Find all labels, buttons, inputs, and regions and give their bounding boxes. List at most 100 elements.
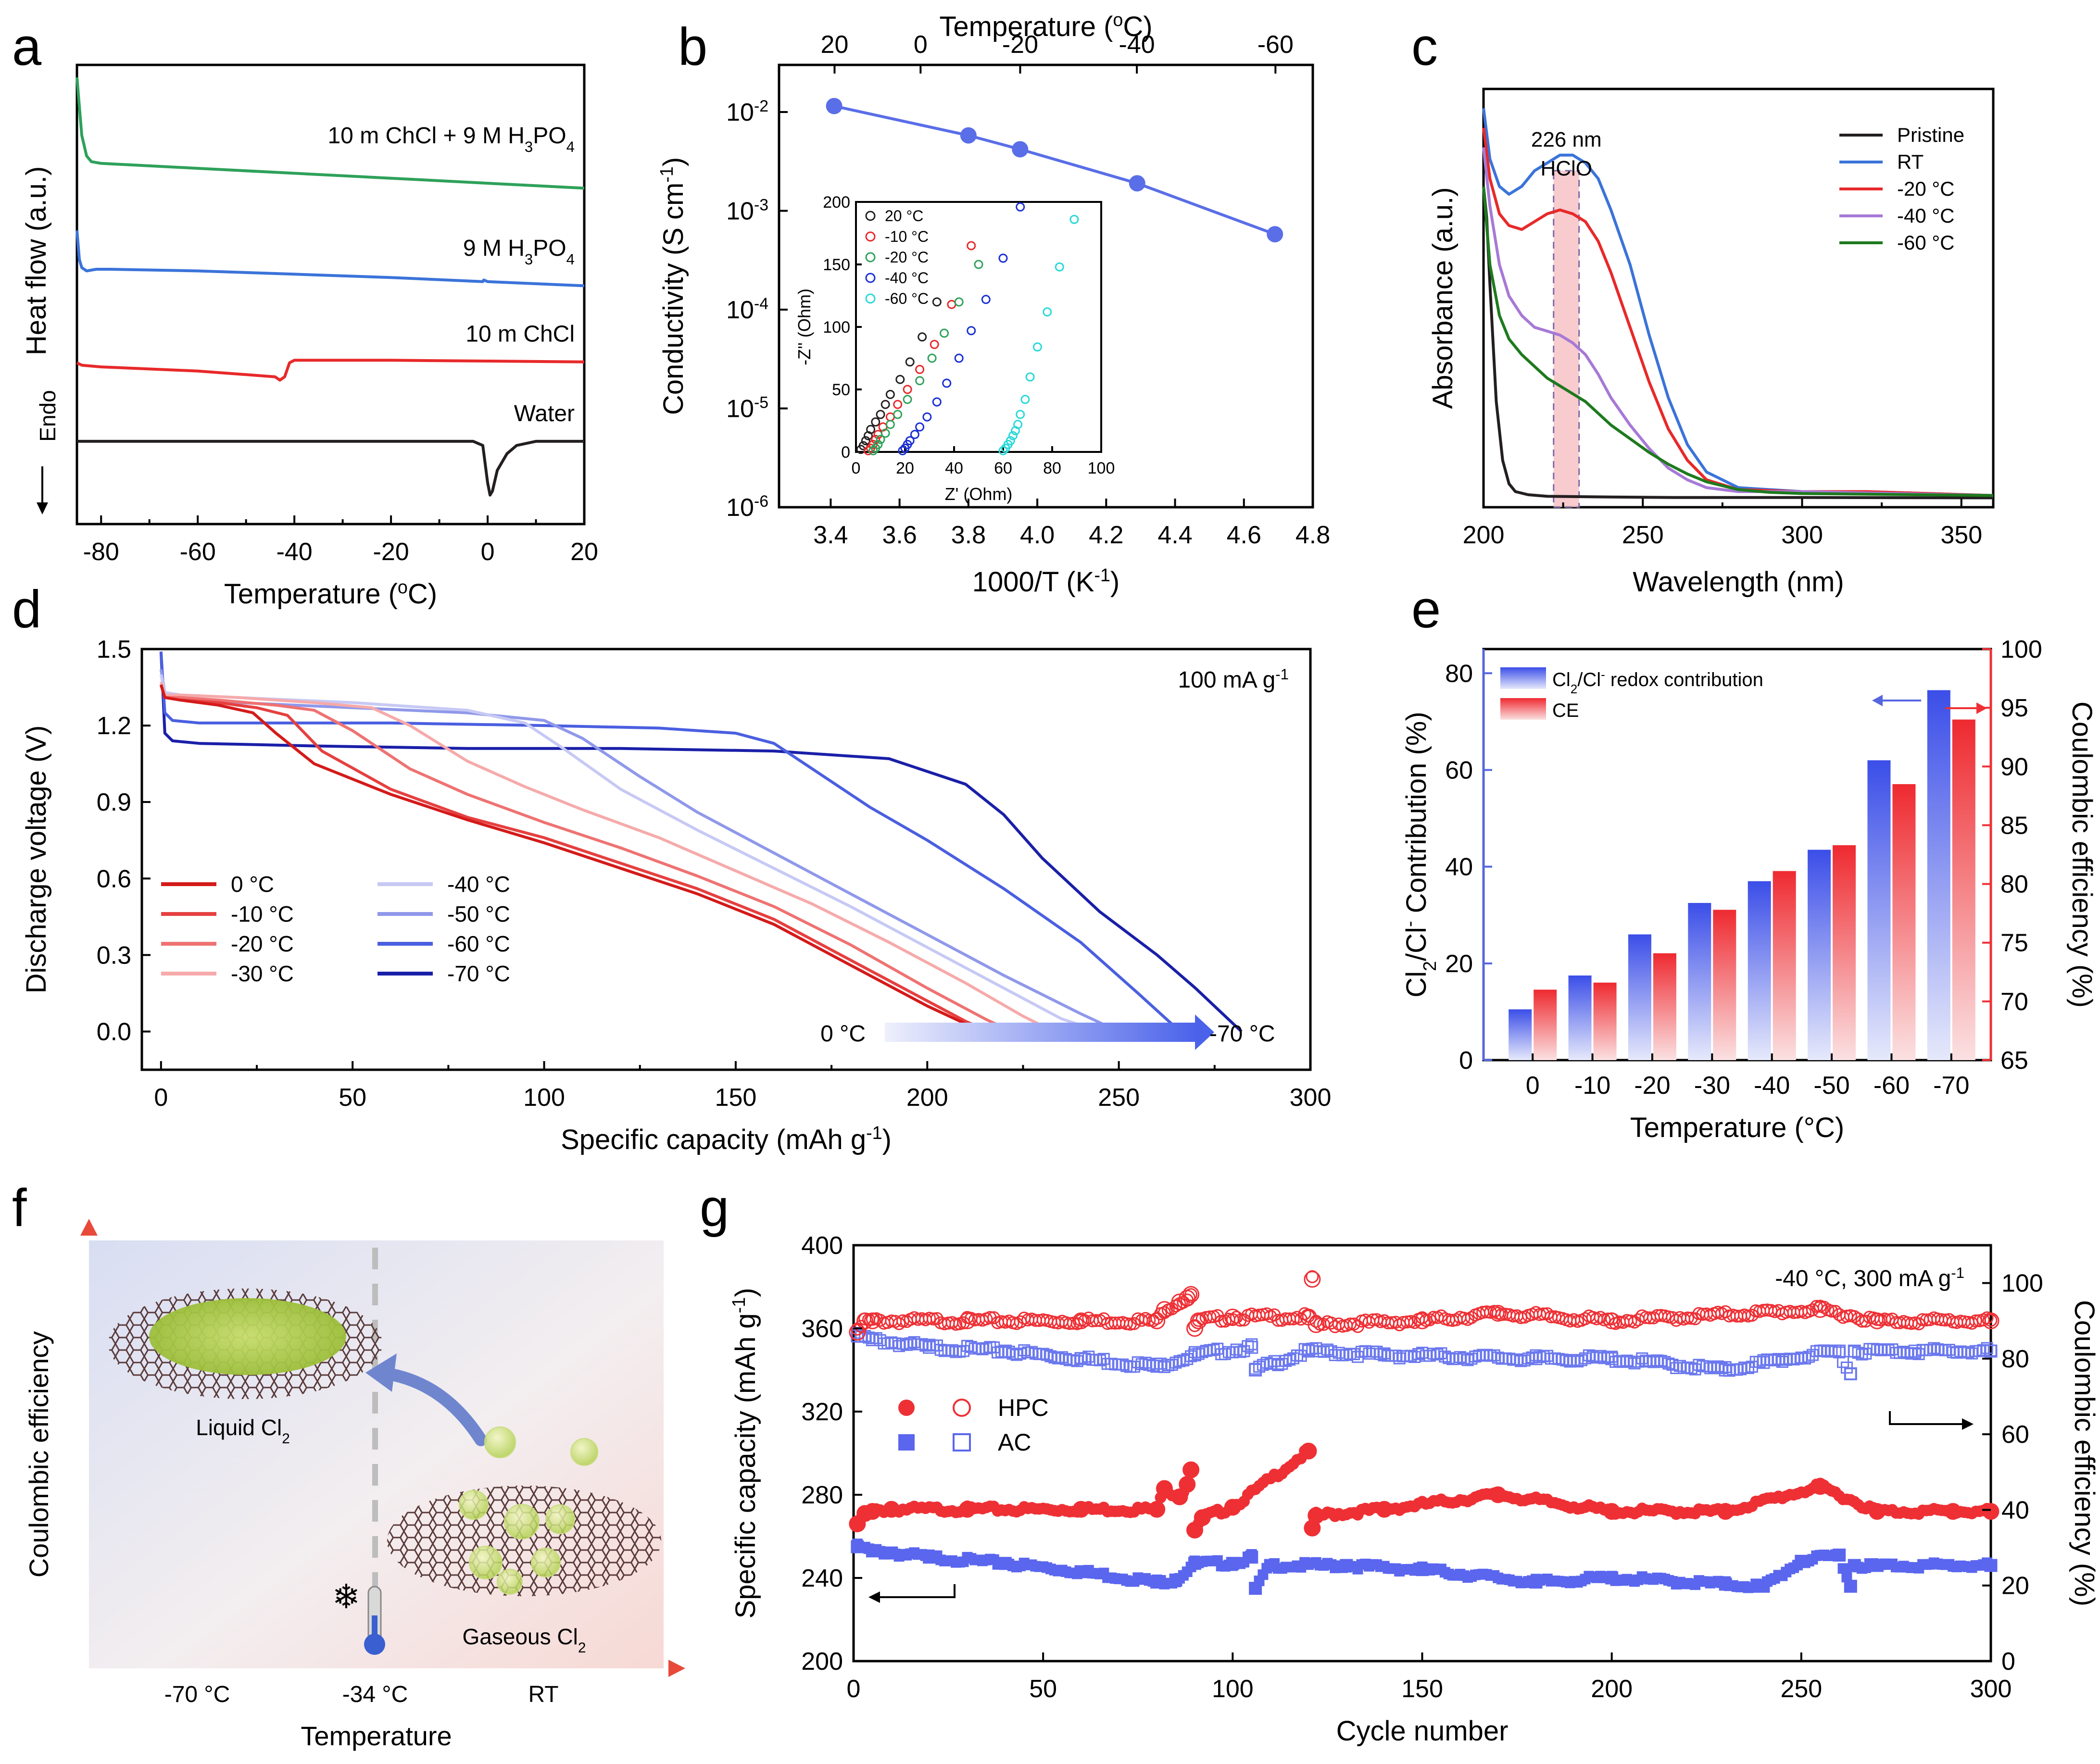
y-tick-label-left: 20	[1445, 950, 1473, 978]
x-tick-label: -70 °C	[164, 1682, 230, 1707]
x-tick-label: 0	[154, 1084, 168, 1112]
inset-point	[932, 297, 942, 307]
inset-x-tick-label: 60	[994, 459, 1012, 477]
label-part: 1000/T (K	[972, 566, 1094, 598]
ce-point	[904, 1337, 917, 1350]
ce-point	[919, 1339, 932, 1352]
ce-point	[1416, 1347, 1428, 1359]
label-part: 10	[726, 198, 754, 225]
x-tick-label: 150	[715, 1084, 757, 1112]
inset-point	[866, 425, 876, 434]
ce-point	[1070, 1317, 1084, 1330]
key-point	[1844, 1579, 1857, 1593]
inset-point	[895, 375, 905, 384]
key-point	[1982, 1503, 1999, 1520]
inset-point	[918, 332, 927, 342]
label-part: Cl	[1552, 669, 1571, 690]
ce-point	[1871, 1343, 1883, 1356]
ce-point	[1791, 1352, 1804, 1365]
peak-annotation: HClO	[1540, 157, 1592, 180]
absorbance-curve	[1482, 147, 1994, 497]
inset-point	[905, 436, 915, 446]
ce-point	[1169, 1356, 1182, 1369]
x-tick-label: 4.0	[1020, 521, 1055, 549]
ce-point	[885, 1336, 898, 1349]
gas-label: Gaseous Cl2	[463, 1624, 586, 1656]
label-part: 4	[566, 138, 575, 155]
inset-x-tick-label: 80	[1043, 459, 1061, 477]
legend-marker	[898, 1400, 915, 1416]
inset-y-tick-label: 200	[823, 193, 850, 212]
x-tick-label: 4.6	[1227, 521, 1261, 549]
arrow-end-label: -70 °C	[1209, 1021, 1275, 1047]
key-point	[866, 1544, 879, 1558]
gas-bubble	[545, 1504, 575, 1534]
x-tick-label: 200	[906, 1084, 948, 1112]
key-point	[1148, 1501, 1166, 1518]
x-axis-label: Wavelength (nm)	[1633, 566, 1844, 598]
y-tick-label-right: 80	[2001, 1345, 2029, 1373]
panel-f: Coulombic efficiency Temperature -70 °C -34…	[24, 1219, 685, 1751]
y-tick-label-right: 90	[2000, 753, 2028, 781]
ce-point	[1745, 1309, 1759, 1322]
dsc-curve	[77, 439, 584, 497]
panel-a: -80 -60 -40 -20 0 20 Temperature (oC) Heat flow…	[21, 63, 598, 610]
key-point	[1264, 1559, 1277, 1572]
capacity-point	[1841, 1572, 1852, 1583]
x-tick-label: RT	[528, 1682, 558, 1707]
ce-point	[1810, 1300, 1823, 1313]
panel-letter: a	[12, 17, 42, 76]
ce-point	[1579, 1352, 1591, 1364]
y-tick-label: 10-5	[726, 394, 768, 423]
label-part: )	[882, 1124, 892, 1155]
key-point	[1188, 1348, 1201, 1362]
ce-point	[1329, 1349, 1341, 1362]
label-part: 10	[726, 395, 754, 423]
inset-point	[871, 417, 880, 427]
panel-c-frame	[1482, 88, 1995, 509]
inset-point	[954, 353, 964, 363]
ce-point	[1928, 1342, 1940, 1354]
key-point	[1190, 1312, 1207, 1329]
key-point	[1186, 1522, 1203, 1539]
y-tick-label: 1.5	[97, 636, 131, 663]
inset-point	[1043, 307, 1052, 317]
ce-point	[961, 1339, 973, 1352]
ce-point	[1598, 1352, 1610, 1364]
ce-point	[1560, 1354, 1572, 1367]
y-tick-label: 0.9	[97, 788, 131, 816]
ce-point	[1572, 1355, 1584, 1368]
key-point	[885, 1546, 898, 1560]
inset-point	[974, 260, 983, 269]
x-tick-label: 3.6	[882, 521, 917, 549]
absorbance-curve	[1482, 186, 1994, 500]
ce-point	[1632, 1355, 1645, 1368]
ce-point	[1264, 1358, 1277, 1370]
ce-point	[1082, 1351, 1095, 1363]
y-axis-label-left: Specific capacity (mAh g-1)	[729, 1288, 761, 1619]
y-axis-label: Conductivity (S cm-1)	[656, 157, 689, 415]
panel-letter: d	[12, 580, 41, 639]
legend-label: 0 °C	[231, 872, 274, 897]
y-axis-label: Absorbance (a.u.)	[1427, 187, 1459, 409]
ce-point	[1059, 1352, 1072, 1365]
endo-label: Endo	[35, 390, 60, 441]
ce-point	[1825, 1345, 1838, 1358]
label-part: 3	[525, 138, 533, 155]
x-tick-label: 300	[1290, 1084, 1332, 1112]
key-point	[1811, 1301, 1829, 1318]
ce-point	[1439, 1351, 1451, 1363]
ce-point	[1833, 1308, 1846, 1321]
label-part: 10 m ChCl + 9 M H	[327, 123, 524, 149]
inset-legend-label: -40 °C	[885, 269, 929, 287]
left-axis-arrow	[880, 1584, 956, 1598]
ce-point	[1454, 1351, 1466, 1364]
conductivity-point	[1012, 141, 1029, 158]
inset-point	[868, 446, 878, 455]
x-tick-label: -80	[83, 538, 119, 566]
ce-point	[1586, 1350, 1599, 1363]
x-tick-label: 0	[1526, 1072, 1540, 1100]
key-point	[1869, 1312, 1886, 1329]
inset-point	[903, 395, 912, 404]
label-part: 100 mA g	[1178, 667, 1275, 693]
